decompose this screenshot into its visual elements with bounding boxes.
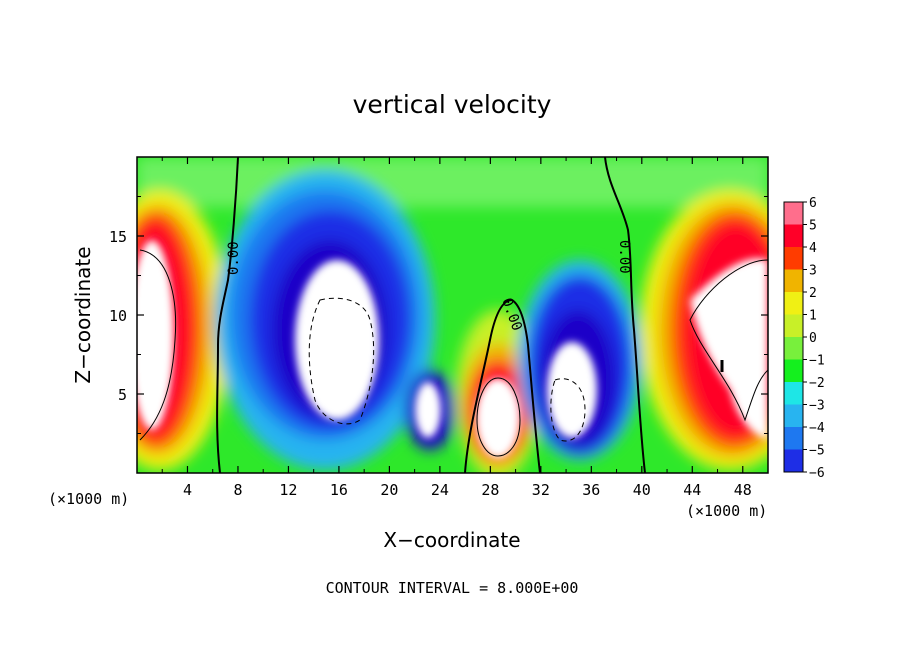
x-tick-label-20: 20 (380, 481, 398, 499)
colorbar-label: −4 (809, 421, 825, 436)
x-tick-label-4: 4 (183, 481, 192, 499)
colorbar-label: 4 (809, 241, 817, 256)
x-tick-label-40: 40 (633, 481, 651, 499)
contour-interval-annotation: CONTOUR INTERVAL = 8.000E+00 (326, 579, 579, 597)
x-tick-label-28: 28 (481, 481, 499, 499)
contour-dashed-left (308, 297, 375, 425)
x-unit-right: (×1000 m) (686, 502, 767, 520)
colorbar-label: 1 (809, 309, 817, 324)
colorbar-label: 3 (809, 264, 817, 279)
colorbar-swatch (784, 359, 803, 383)
colorbar-swatch (784, 269, 803, 293)
plot-area (137, 157, 768, 473)
colorbar-label: 5 (809, 219, 817, 234)
colorbar-label: −6 (809, 466, 825, 481)
x-tick-label-16: 16 (330, 481, 348, 499)
zero-label-right: 0.00 (616, 240, 632, 274)
colorbar-label: 0 (809, 331, 817, 346)
zero-contour-center (464, 298, 541, 473)
colorbar-swatch (784, 224, 803, 248)
colorbar-swatch (784, 404, 803, 428)
contour-dashed-right (550, 378, 586, 442)
x-tick-label-12: 12 (279, 481, 297, 499)
colorbar-label: −5 (809, 444, 825, 459)
colorbar-swatch (784, 337, 803, 360)
y-tick-label-5: 5 (118, 386, 127, 404)
zero-contour-left (216, 157, 239, 473)
x-tick-label-44: 44 (683, 481, 701, 499)
contour-left-inner (139, 249, 177, 441)
x-tick-label-36: 36 (582, 481, 600, 499)
colorbar-swatch (784, 449, 803, 473)
white-cores (137, 240, 768, 458)
zero-label-left: 0.00 (226, 241, 242, 275)
x-tick-label-24: 24 (431, 481, 449, 499)
colorbar-label: −2 (809, 376, 825, 391)
colorbar-label: −3 (809, 399, 825, 414)
colorbar-swatch (784, 202, 803, 225)
x-axis-ticks: 4 8 12 16 20 24 28 32 36 40 44 48 (161, 157, 752, 499)
x-tick-label-32: 32 (532, 481, 550, 499)
chart-title: vertical velocity (353, 90, 552, 119)
colorbar-swatch (784, 314, 803, 338)
y-axis-ticks: 5 10 15 (109, 196, 768, 434)
colorbar-swatch (784, 427, 803, 450)
x-tick-label-8: 8 (233, 481, 242, 499)
colorbar-label: 2 (809, 286, 817, 301)
x-tick-label-48: 48 (734, 481, 752, 499)
colorbar-swatch (784, 247, 803, 270)
zero-contour-right (604, 157, 646, 473)
colorbar-label: −1 (809, 354, 825, 369)
y-tick-label-15: 15 (109, 228, 127, 246)
colorbar-swatch (784, 382, 803, 405)
colorbar: −6 −5 −4 −3 −2 −1 0 1 2 3 4 5 6 (783, 196, 825, 481)
contour-right-inner (689, 259, 768, 422)
contour-center-inner (476, 377, 521, 457)
y-tick-label-10: 10 (109, 307, 127, 325)
y-axis-label: Z−coordinate (71, 246, 95, 383)
colorbar-swatch (784, 292, 803, 315)
x-unit-left: (×1000 m) (48, 490, 129, 508)
colorbar-label: 6 (809, 196, 817, 211)
x-axis-label: X−coordinate (383, 528, 520, 552)
